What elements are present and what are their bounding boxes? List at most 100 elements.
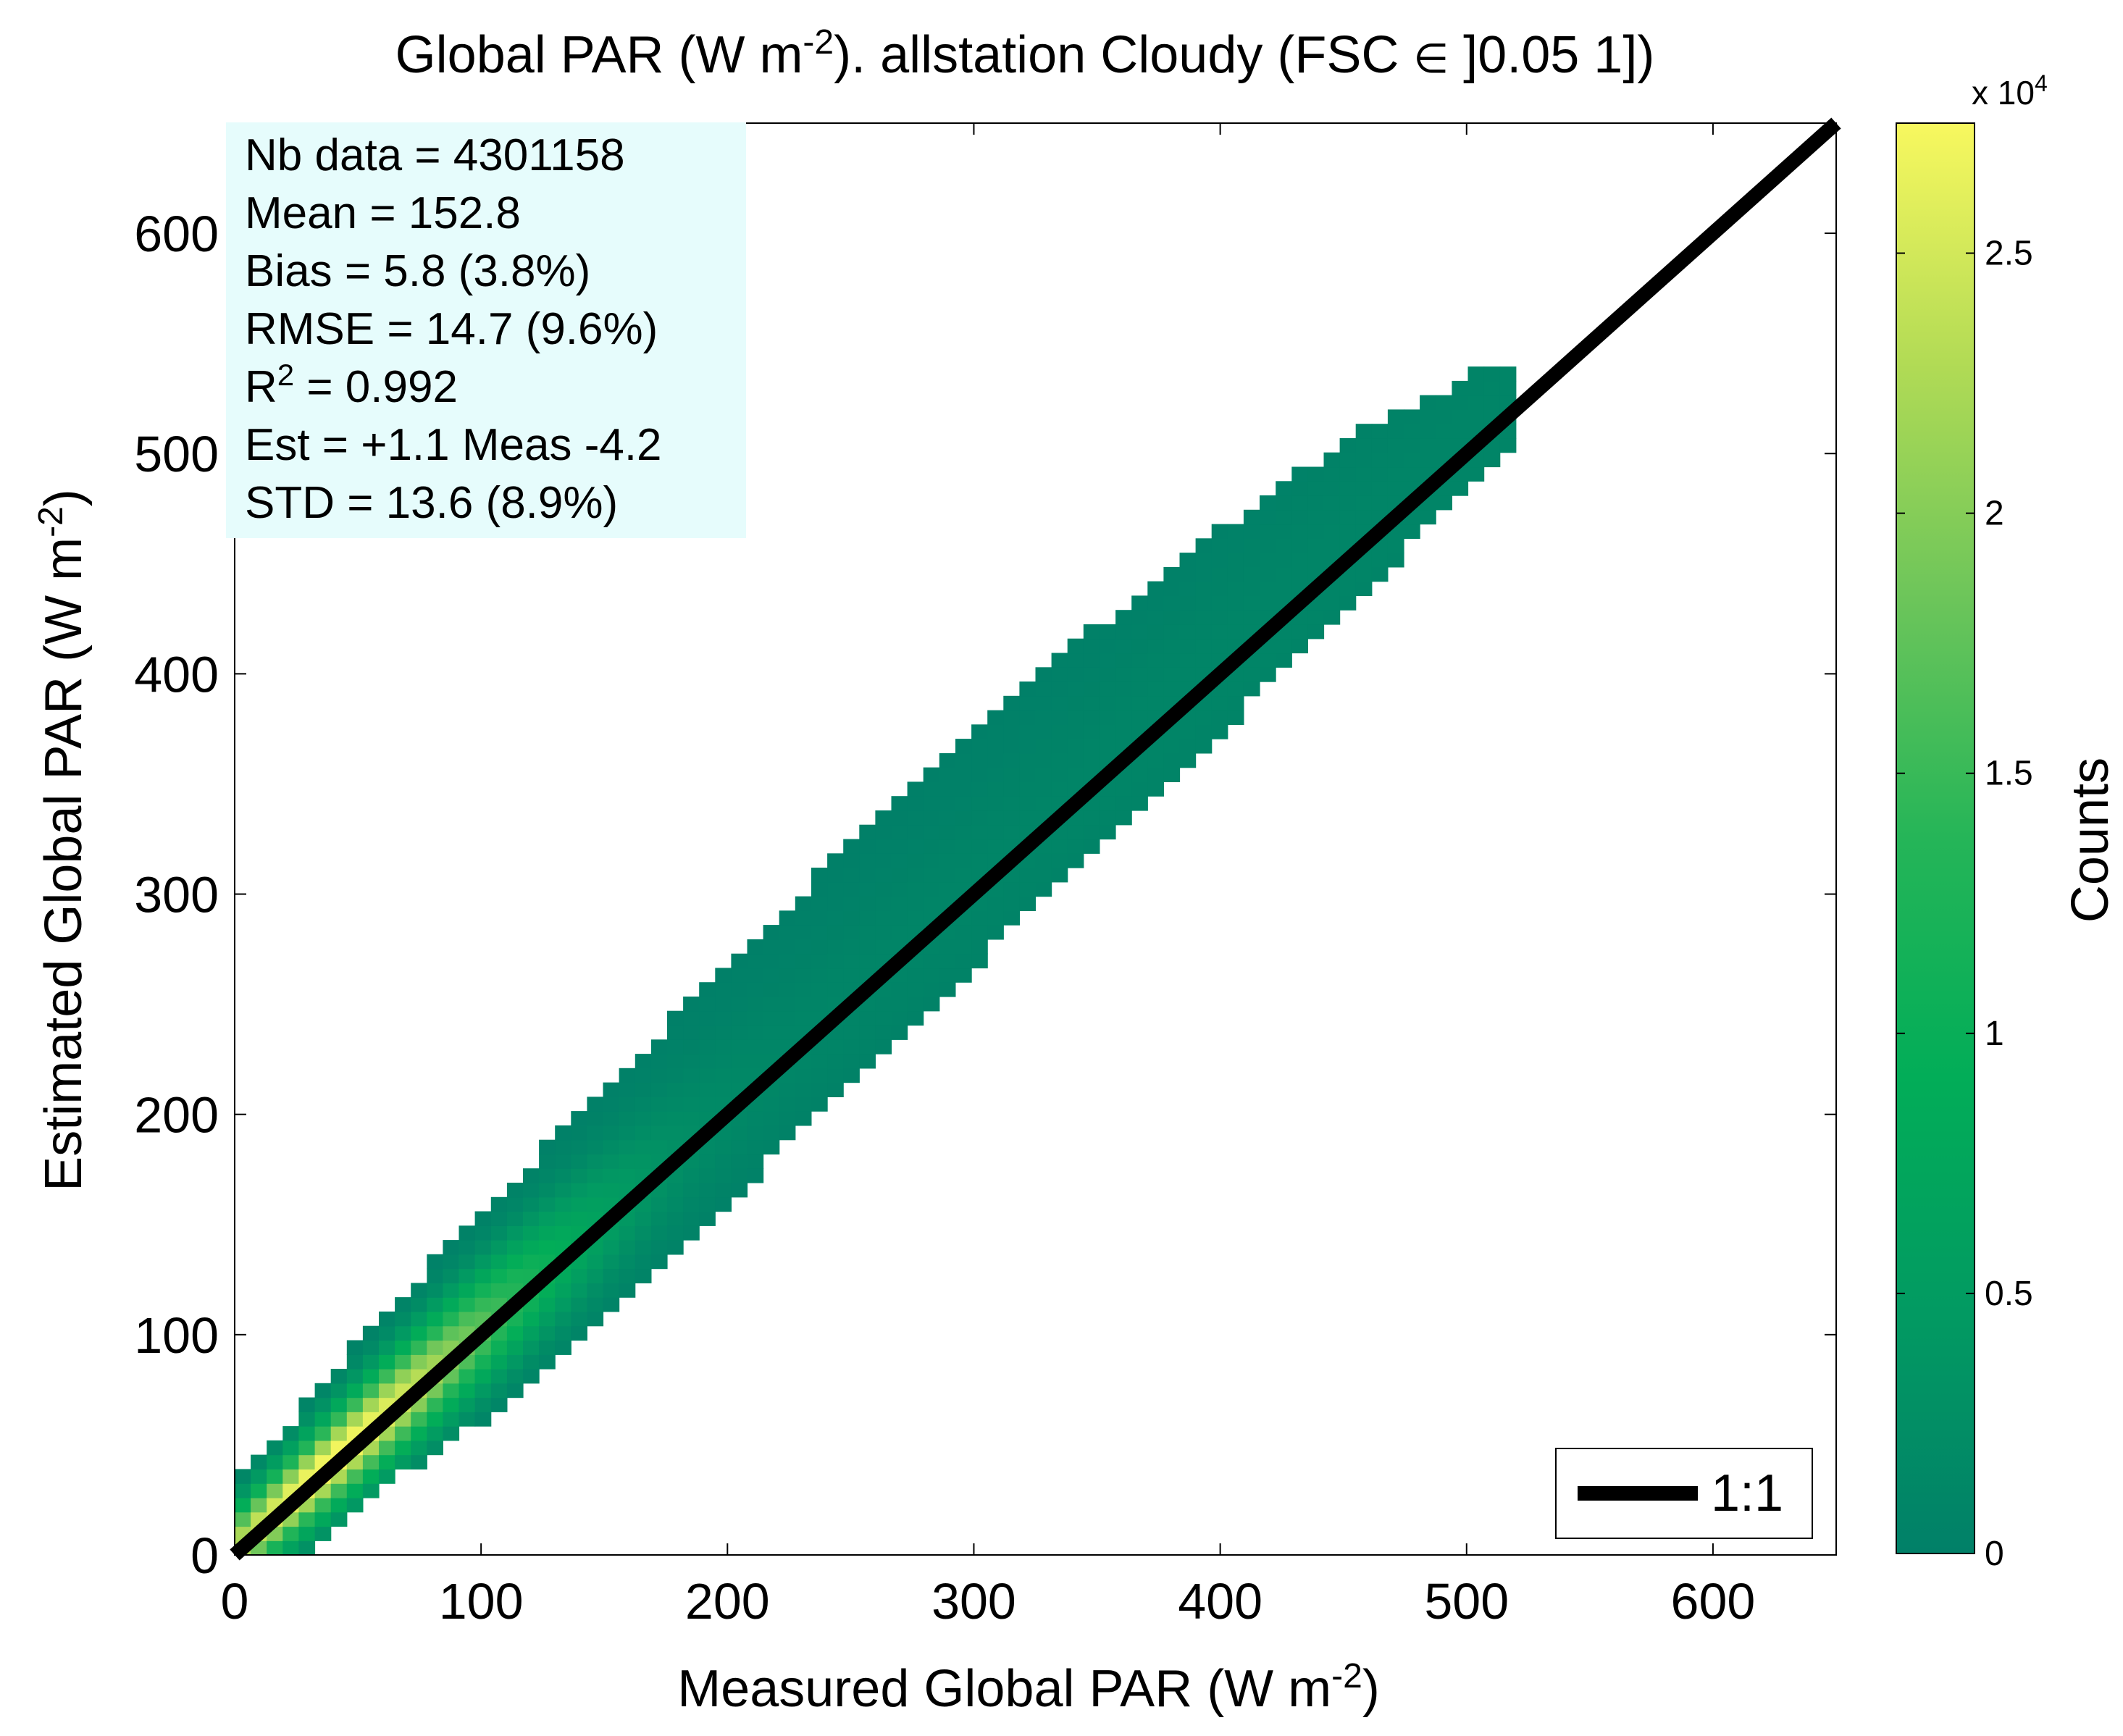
heatmap-cell	[362, 1369, 380, 1384]
heatmap-cell	[603, 1254, 620, 1270]
heatmap-cell	[539, 1325, 556, 1341]
heatmap-cell	[1499, 437, 1517, 453]
heatmap-cell	[1404, 466, 1420, 482]
heatmap-cell	[587, 1096, 604, 1112]
heatmap-cell	[1452, 481, 1469, 496]
heatmap-cell	[859, 824, 876, 840]
heatmap-cell	[987, 739, 1004, 754]
heatmap-cell	[811, 1054, 828, 1069]
heatmap-cell	[955, 767, 972, 782]
heatmap-cell	[891, 896, 908, 911]
heatmap-cell	[1163, 667, 1181, 682]
heatmap-cell	[667, 1010, 684, 1026]
heatmap-cell	[346, 1483, 364, 1498]
heatmap-cell	[506, 1383, 524, 1399]
heatmap-cell	[603, 1096, 620, 1112]
x-tick-label: 200	[685, 1573, 770, 1630]
heatmap-cell	[251, 1469, 267, 1484]
heatmap-cell	[235, 1483, 251, 1498]
heatmap-cell	[474, 1240, 492, 1255]
heatmap-cell	[907, 881, 924, 897]
heatmap-cell	[346, 1497, 364, 1513]
heatmap-cell	[811, 982, 828, 997]
heatmap-cell	[1371, 437, 1389, 453]
heatmap-cell	[907, 781, 924, 797]
heatmap-cell	[1243, 538, 1260, 553]
stats-line-r2: R2 = 0.992	[245, 358, 458, 413]
heatmap-cell	[1243, 595, 1260, 611]
heatmap-cell	[251, 1497, 267, 1513]
stats-line-std: STD = 13.6 (8.9%)	[245, 478, 618, 528]
heatmap-cell	[1083, 682, 1100, 697]
heatmap-cell	[1003, 752, 1020, 768]
heatmap-cell	[1115, 638, 1132, 654]
heatmap-cell	[1483, 452, 1501, 468]
heatmap-cell	[715, 997, 732, 1012]
heatmap-cell	[1035, 767, 1052, 782]
heatmap-cell	[1355, 466, 1373, 482]
heatmap-cell	[1452, 395, 1469, 410]
heatmap-cell	[1420, 395, 1436, 410]
heatmap-cell	[1019, 695, 1037, 711]
heatmap-cell	[683, 1082, 700, 1097]
heatmap-cell	[411, 1311, 427, 1327]
heatmap-cell	[1276, 509, 1292, 525]
heatmap-cell	[939, 839, 956, 854]
heatmap-cell	[843, 968, 860, 983]
heatmap-cell	[379, 1454, 395, 1469]
heatmap-cell	[875, 1039, 892, 1054]
heatmap-cell	[635, 1054, 652, 1069]
heatmap-cell	[282, 1426, 299, 1441]
y-label-exponent: -2	[32, 506, 70, 537]
heatmap-cell	[1260, 553, 1276, 568]
heatmap-cell	[699, 1082, 716, 1097]
heatmap-cell	[346, 1354, 364, 1370]
heatmap-cell	[1067, 695, 1084, 711]
heatmap-cell	[1179, 667, 1197, 682]
heatmap-cell	[923, 839, 940, 854]
heatmap-cell	[955, 925, 972, 940]
heatmap-cell	[314, 1440, 332, 1456]
heatmap-cell	[1339, 466, 1357, 482]
heatmap-cell	[907, 982, 924, 997]
heatmap-cell	[1307, 610, 1325, 625]
heatmap-cell	[539, 1154, 556, 1169]
chart-title: Global PAR (W m-2). allstation Cloudy (F…	[395, 23, 1655, 85]
heatmap-cell	[379, 1340, 395, 1355]
heatmap-cell	[1147, 595, 1164, 611]
heatmap-cell	[987, 910, 1004, 926]
heatmap-cell	[539, 1240, 556, 1255]
heatmap-cell	[1243, 581, 1260, 596]
heatmap-cell	[699, 1168, 716, 1183]
heatmap-cell	[1404, 424, 1420, 439]
colorbar-label: Counts	[2061, 758, 2119, 923]
heatmap-cell	[747, 1010, 764, 1026]
heatmap-cell	[474, 1354, 492, 1370]
heatmap-cell	[843, 868, 860, 883]
heatmap-cell	[1483, 395, 1501, 410]
heatmap-cell	[827, 982, 844, 997]
heatmap-cell	[346, 1383, 364, 1399]
heatmap-cell	[795, 1082, 812, 1097]
heatmap-cell	[779, 968, 796, 983]
heatmap-cell	[635, 1225, 652, 1241]
heatmap-cell	[539, 1196, 556, 1212]
heatmap-cell	[523, 1369, 540, 1384]
heatmap-cell	[379, 1383, 395, 1399]
heatmap-cell	[1003, 695, 1020, 711]
heatmap-cell	[907, 1010, 924, 1026]
heatmap-cell	[1499, 366, 1517, 382]
heatmap-cell	[1211, 553, 1228, 568]
heatmap-cell	[506, 1268, 524, 1283]
heatmap-cell	[923, 810, 940, 826]
heatmap-cell	[1291, 481, 1308, 496]
heatmap-cell	[763, 997, 780, 1012]
heatmap-cell	[619, 1082, 636, 1097]
heatmap-cell	[1387, 409, 1404, 424]
heatmap-cell	[330, 1369, 348, 1384]
heatmap-cell	[1195, 595, 1213, 611]
heatmap-cell	[1051, 653, 1068, 668]
heatmap-cell	[955, 752, 972, 768]
heatmap-cell	[779, 1111, 796, 1126]
heatmap-cell	[1243, 566, 1260, 582]
